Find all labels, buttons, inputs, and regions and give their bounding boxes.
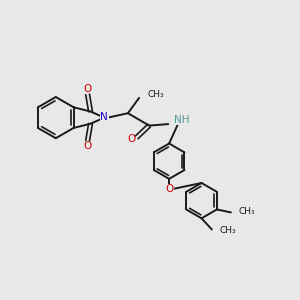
Text: O: O: [83, 141, 92, 151]
Text: O: O: [165, 184, 174, 194]
Text: O: O: [128, 134, 136, 144]
Text: O: O: [83, 84, 92, 94]
Text: NH: NH: [174, 115, 189, 125]
Text: CH₃: CH₃: [148, 90, 165, 99]
Text: CH₃: CH₃: [238, 207, 255, 216]
Text: CH₃: CH₃: [220, 226, 236, 235]
Text: N: N: [100, 112, 108, 122]
